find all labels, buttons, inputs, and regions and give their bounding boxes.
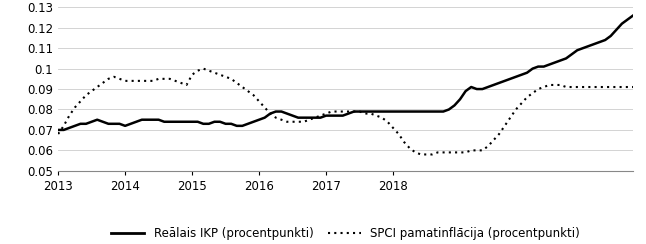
Line: Reālais IKP (procentpunkti): Reālais IKP (procentpunkti) [58, 15, 633, 130]
Reālais IKP (procentpunkti) [579, 47, 587, 50]
SPCI pamatinflācija (procentpunkti) [344, 110, 352, 113]
SPCI pamatinflācija (procentpunkti) [618, 86, 626, 89]
SPCI pamatinflācija (procentpunkti) [417, 153, 425, 156]
Reālais IKP (procentpunkti) [629, 14, 637, 17]
Legend: Reālais IKP (procentpunkti), SPCI pamatinflācija (procentpunkti): Reālais IKP (procentpunkti), SPCI pamati… [107, 223, 585, 244]
SPCI pamatinflācija (procentpunkti) [629, 86, 637, 89]
Line: SPCI pamatinflācija (procentpunkti): SPCI pamatinflācija (procentpunkti) [58, 69, 633, 154]
SPCI pamatinflācija (procentpunkti) [205, 69, 213, 72]
Reālais IKP (procentpunkti) [222, 122, 229, 125]
Reālais IKP (procentpunkti) [200, 122, 207, 125]
Reālais IKP (procentpunkti) [54, 128, 62, 131]
Reālais IKP (procentpunkti) [71, 124, 79, 127]
SPCI pamatinflācija (procentpunkti) [54, 132, 62, 135]
SPCI pamatinflācija (procentpunkti) [200, 67, 207, 70]
SPCI pamatinflācija (procentpunkti) [71, 106, 79, 109]
Reālais IKP (procentpunkti) [607, 34, 614, 37]
SPCI pamatinflācija (procentpunkti) [227, 77, 235, 80]
Reālais IKP (procentpunkti) [339, 114, 347, 117]
SPCI pamatinflācija (procentpunkti) [590, 86, 598, 89]
